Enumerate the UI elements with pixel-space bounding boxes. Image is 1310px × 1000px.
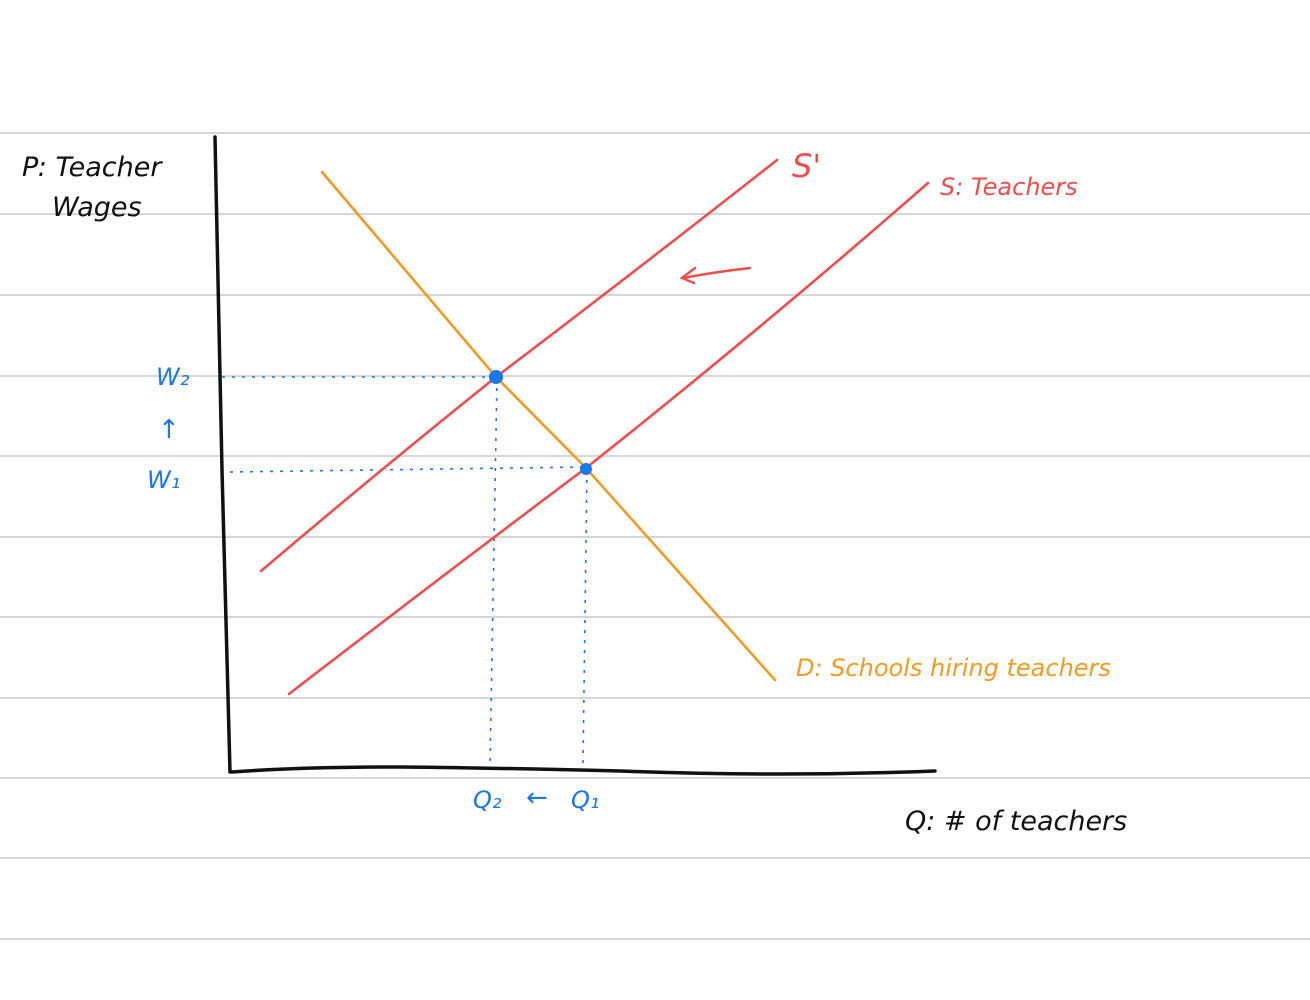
- guide-lines: [222, 376, 588, 766]
- y-axis-label-line2: Wages: [52, 192, 142, 223]
- y-axis-label-line1: P: Teacher: [22, 152, 163, 183]
- demand-curve: [320, 170, 777, 682]
- y-axis: [213, 135, 232, 774]
- x-axis: [230, 765, 937, 776]
- q2-guide: [489, 377, 498, 766]
- wage-low-label: W₁: [147, 466, 180, 494]
- equilibrium-point-original: [580, 463, 592, 475]
- supply-original-label: S: Teachers: [940, 173, 1078, 201]
- shift-arrow-icon: [679, 266, 752, 285]
- wage-high-label: W₂: [156, 363, 190, 391]
- supply-shifted-label: S': [792, 147, 821, 185]
- qty-left-arrow-icon: ←: [526, 783, 548, 813]
- w1-guide: [229, 466, 586, 473]
- qty-low-label: Q₂: [473, 786, 502, 814]
- supply-curve-shifted: [259, 158, 779, 573]
- demand-label: D: Schools hiring teachers: [796, 654, 1111, 682]
- x-axis-label: Q: # of teachers: [905, 806, 1127, 837]
- qty-high-label: Q₁: [571, 786, 600, 814]
- equilibrium-point-new: [489, 370, 503, 384]
- wage-up-arrow-icon: ↑: [158, 415, 180, 445]
